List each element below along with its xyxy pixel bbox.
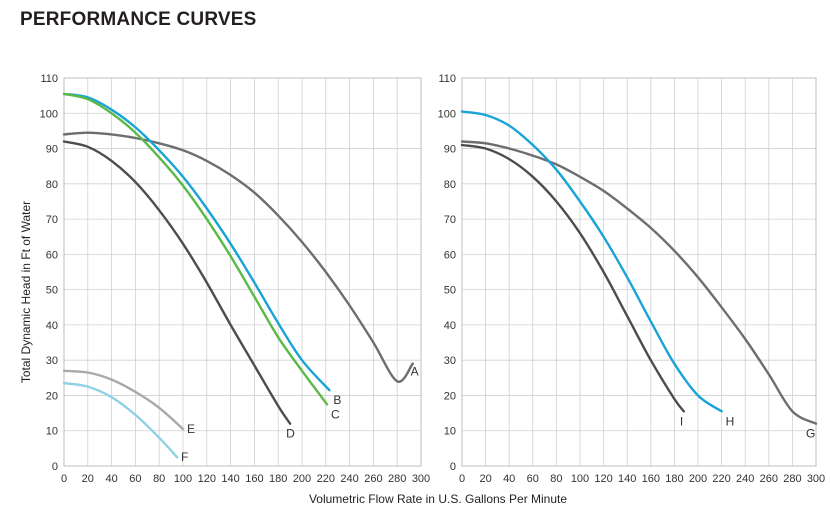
series-line-a (62, 131, 414, 383)
chart-panel-2: 0 10 20 30 40 50 60 70 80 90 100 110 0 20 40 60 80 100 120… (438, 73, 826, 485)
y-tick-label: 60 (46, 249, 58, 261)
y-tick-label: 90 (444, 144, 456, 156)
y-axis-title: Total Dynamic Head in Ft of Water (19, 201, 33, 383)
plot-frame (63, 77, 422, 467)
x-tick-label: 160 (642, 473, 660, 485)
series-label-a: A (411, 365, 419, 379)
y-tick-label: 110 (438, 73, 456, 85)
x-tick-label: 200 (689, 473, 707, 485)
x-tick-label: 0 (459, 473, 465, 485)
y-tick-label: 0 (450, 461, 456, 473)
series-label-g: G (806, 427, 815, 441)
x-tick-label: 20 (479, 473, 491, 485)
series-label-i: I (680, 414, 683, 428)
y-tick-label: 0 (52, 461, 58, 473)
y-tick-label: 10 (444, 426, 456, 438)
y-tick-label: 100 (438, 108, 456, 120)
x-tick-label: 80 (550, 473, 562, 485)
series-line-d (62, 140, 292, 425)
x-tick-label: 0 (61, 473, 67, 485)
series-line-b (62, 92, 331, 392)
x-tick-label: 240 (340, 473, 358, 485)
x-tick-label: 40 (105, 473, 117, 485)
series-line-h (460, 110, 723, 413)
y-tick-label: 40 (444, 320, 456, 332)
series-label-b: B (333, 393, 341, 407)
chart-panel-1: 0 10 20 30 40 50 60 70 80 90 100 110 0 20 40 60 80 100 120… (19, 73, 430, 485)
series-label-e: E (187, 422, 195, 436)
x-tick-label: 300 (807, 473, 825, 485)
x-tick-label: 60 (527, 473, 539, 485)
page-title: PERFORMANCE CURVES (20, 9, 257, 30)
x-tick-label: 280 (783, 473, 801, 485)
y-tick-label: 90 (46, 144, 58, 156)
y-tick-label: 10 (46, 426, 58, 438)
series-line-g (460, 140, 818, 425)
x-tick-label: 60 (129, 473, 141, 485)
x-tick-label: 200 (293, 473, 311, 485)
x-tick-label: 120 (594, 473, 612, 485)
series-line-f (62, 381, 179, 459)
x-tick-label: 180 (665, 473, 683, 485)
y-tick-label: 100 (40, 108, 58, 120)
x-axis-title: Volumetric Flow Rate in U.S. Gallons Per… (309, 492, 567, 506)
y-tick-label: 30 (444, 355, 456, 367)
x-tick-label: 220 (317, 473, 335, 485)
y-tick-label: 40 (46, 320, 58, 332)
y-tick-label: 50 (46, 285, 58, 297)
y-tick-label: 60 (444, 249, 456, 261)
x-tick-label: 140 (618, 473, 636, 485)
x-tick-label: 20 (82, 473, 94, 485)
x-tick-label: 240 (736, 473, 754, 485)
x-tick-label: 100 (571, 473, 589, 485)
y-tick-label: 80 (46, 179, 58, 191)
series-label-d: D (286, 427, 295, 441)
series-label-c: C (331, 407, 340, 421)
y-tick-label: 110 (40, 73, 58, 85)
y-tick-label: 80 (444, 179, 456, 191)
x-tick-label: 40 (503, 473, 515, 485)
x-tick-label: 100 (174, 473, 192, 485)
y-tick-label: 70 (46, 214, 58, 226)
x-tick-label: 280 (388, 473, 406, 485)
x-tick-label: 300 (412, 473, 430, 485)
x-tick-label: 220 (712, 473, 730, 485)
y-tick-label: 50 (444, 285, 456, 297)
series-line-i (460, 143, 685, 413)
x-tick-label: 260 (364, 473, 382, 485)
x-tick-label: 260 (760, 473, 778, 485)
y-tick-label: 20 (46, 390, 58, 402)
x-tick-label: 140 (221, 473, 239, 485)
x-tick-label: 80 (153, 473, 165, 485)
y-tick-label: 20 (444, 390, 456, 402)
series-label-f: F (181, 450, 188, 464)
series-line-e (62, 369, 185, 431)
y-tick-label: 70 (444, 214, 456, 226)
x-tick-label: 160 (245, 473, 263, 485)
x-tick-label: 180 (269, 473, 287, 485)
plot-frame (461, 77, 817, 467)
y-tick-label: 30 (46, 355, 58, 367)
series-line-c (62, 92, 329, 406)
x-tick-label: 120 (198, 473, 216, 485)
series-label-h: H (726, 414, 735, 428)
